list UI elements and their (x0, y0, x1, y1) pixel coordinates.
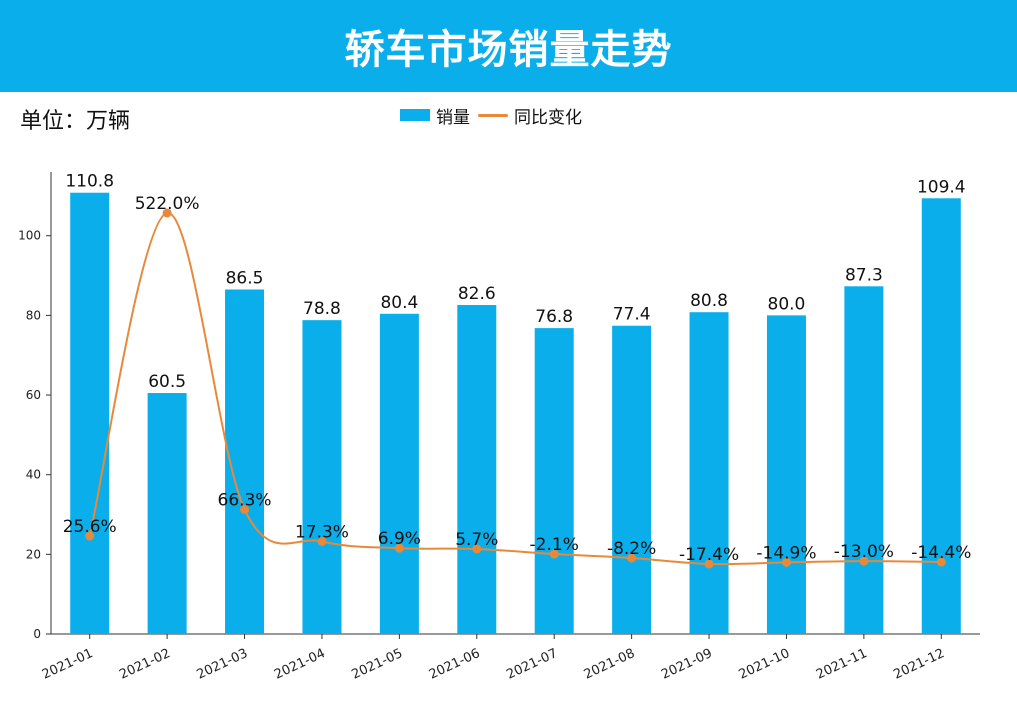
bar (534, 328, 574, 634)
bar-value-label: 87.3 (845, 265, 883, 285)
x-tick-label: 2021-07 (504, 646, 560, 683)
yoy-line (88, 211, 942, 566)
bar-value-label: 60.5 (148, 372, 186, 392)
bar (612, 325, 652, 634)
yoy-value-label: 522.0% (135, 194, 200, 214)
bar-value-label: 86.5 (226, 268, 264, 288)
yoy-point (317, 536, 327, 546)
x-tick-label: 2021-01 (40, 646, 96, 683)
yoy-value-label: -13.0% (834, 542, 894, 562)
bar-value-label: 80.8 (690, 291, 728, 311)
bar-value-label: 77.4 (613, 305, 651, 325)
bar (147, 393, 187, 634)
yoy-value-label: 25.6% (63, 517, 117, 537)
x-tick-label: 2021-12 (891, 646, 947, 683)
bar (766, 315, 806, 634)
legend-swatch-yoy (478, 113, 508, 117)
bar (302, 320, 342, 634)
bar (225, 289, 265, 634)
yoy-point (781, 557, 791, 567)
x-tick-label: 2021-05 (349, 646, 405, 683)
bar-value-label: 76.8 (535, 307, 573, 327)
yoy-value-label: 66.3% (218, 491, 272, 511)
bar (844, 286, 884, 634)
yoy-point (549, 549, 559, 559)
yoy-value-label: 6.9% (378, 529, 421, 549)
bar-value-label: 80.4 (380, 293, 418, 313)
bar-value-label: 80.0 (768, 294, 806, 314)
y-tick-label: 100 (18, 229, 41, 243)
yoy-value-label: 5.7% (455, 530, 498, 550)
bar (457, 305, 497, 634)
title-bar: 轿车市场销量走势 (0, 0, 1017, 92)
legend-label-yoy: 同比变化 (514, 107, 582, 128)
yoy-point (240, 505, 250, 515)
bar (70, 192, 110, 635)
x-tick-label: 2021-04 (272, 646, 328, 683)
x-tick-label: 2021-10 (737, 646, 793, 683)
y-tick-label: 40 (26, 468, 41, 482)
y-tick-label: 0 (33, 627, 41, 641)
x-tick-label: 2021-11 (814, 646, 870, 683)
yoy-point (859, 556, 869, 566)
x-tick-label: 2021-02 (117, 646, 173, 683)
x-tick-label: 2021-08 (582, 646, 638, 683)
yoy-value-label: -2.1% (530, 535, 579, 555)
yoy-value-label: -17.4% (679, 545, 739, 565)
yoy-point (85, 531, 95, 541)
yoy-point (394, 543, 404, 553)
chart-title: 轿车市场销量走势 (344, 27, 673, 73)
yoy-value-label: -14.9% (756, 543, 816, 563)
bar-value-label: 110.8 (65, 172, 114, 192)
yoy-point (162, 208, 172, 218)
yoy-value-label: -8.2% (607, 539, 656, 559)
bar (379, 313, 419, 634)
y-tick-label: 60 (26, 388, 41, 402)
yoy-point (936, 557, 946, 567)
x-tick-label: 2021-09 (659, 646, 715, 683)
y-tick-label: 80 (26, 308, 41, 322)
legend-item-sales: 销量 (400, 103, 470, 128)
legend-swatch-sales (400, 109, 430, 121)
yoy-value-label: 17.3% (295, 522, 349, 542)
yoy-point (472, 544, 482, 554)
bar-value-label: 82.6 (458, 284, 496, 304)
unit-label: 单位：万辆 (20, 109, 131, 134)
yoy-point (704, 559, 714, 569)
x-tick-label: 2021-03 (195, 646, 251, 683)
legend: 销量 同比变化 (400, 103, 582, 128)
legend-label-sales: 销量 (436, 107, 470, 128)
bar-value-label: 78.8 (303, 299, 341, 319)
x-tick-label: 2021-06 (427, 646, 483, 683)
bar-value-label: 109.4 (917, 177, 966, 197)
yoy-point (627, 553, 637, 563)
bar (689, 312, 729, 634)
yoy-value-label: -14.4% (911, 543, 971, 563)
bar (921, 198, 961, 635)
legend-item-yoy: 同比变化 (478, 103, 582, 128)
y-tick-label: 20 (26, 547, 41, 561)
